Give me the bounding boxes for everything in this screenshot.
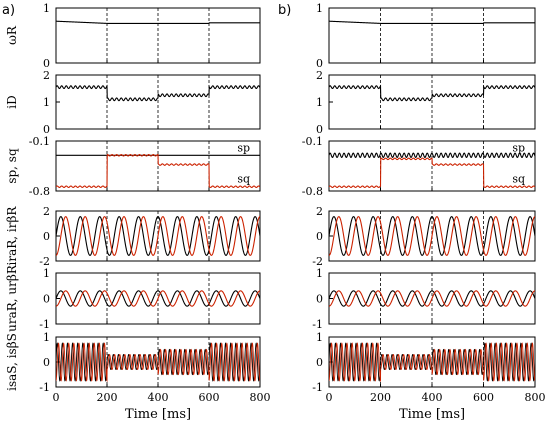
y-axis-label: isaS, isβS — [5, 333, 19, 391]
y-axis-label: ωR — [5, 25, 19, 45]
x-tick-label: 800 — [250, 391, 271, 404]
series-annotation-sp: sp — [512, 141, 525, 154]
y-tick-label: -0.1 — [29, 135, 50, 148]
x-tick-label: 200 — [370, 391, 391, 404]
y-tick-label: 2 — [43, 69, 50, 82]
series-annotation-sq: sq — [512, 173, 525, 186]
y-tick-label: 1 — [316, 267, 323, 280]
x-tick-label: 600 — [473, 391, 494, 404]
series-line-black — [329, 84, 535, 102]
y-tick-label: 1 — [43, 2, 50, 15]
y-tick-label: 0 — [316, 293, 323, 306]
y-tick-label: 2 — [316, 205, 323, 218]
y-tick-label: 0 — [316, 57, 323, 70]
y-tick-label: 2 — [316, 69, 323, 82]
y-tick-label: -1 — [39, 381, 50, 394]
y-axis-label: uraR, urβR — [5, 264, 19, 332]
x-tick-label: 800 — [525, 391, 546, 404]
x-tick-label: 200 — [97, 391, 118, 404]
y-tick-label: 1 — [43, 331, 50, 344]
series-line-red — [56, 290, 260, 307]
series-line-red — [56, 342, 260, 383]
y-tick-label: -0.8 — [29, 185, 50, 198]
y-tick-label: -2 — [312, 255, 323, 268]
y-tick-label: 1 — [316, 2, 323, 15]
y-axis-label: iraR, irβR — [5, 206, 19, 266]
y-tick-label: 1 — [316, 96, 323, 109]
x-axis-label-b: Time [ms] — [399, 407, 465, 422]
series-annotation-sp: sp — [237, 141, 250, 154]
subplot-a-0: 0 1 ωR — [5, 2, 261, 70]
series-line-black — [329, 290, 535, 307]
subplot-b-4: -1 0 1 — [312, 267, 536, 331]
y-tick-label: -2 — [39, 255, 50, 268]
series-line-red — [329, 216, 535, 256]
y-tick-label: -0.8 — [302, 185, 323, 198]
series-line-black — [56, 84, 260, 102]
subplot-b-0: 01 — [316, 2, 536, 70]
y-tick-label: 0 — [316, 230, 323, 243]
series-line-black — [56, 216, 260, 256]
subplot-b-1: 0 1 2 — [316, 69, 536, 136]
x-tick-label: 600 — [199, 391, 220, 404]
x-tick-label: 400 — [148, 391, 169, 404]
series-line-red — [329, 290, 535, 307]
y-tick-label: 1 — [43, 96, 50, 109]
series-line-sp — [329, 152, 535, 159]
series-line-black — [329, 20, 535, 24]
series-line-black — [329, 216, 535, 256]
x-tick-label: 400 — [422, 391, 443, 404]
subplot-a-3: -2 0 2 iraR, irβR — [5, 205, 261, 268]
y-tick-label: 0 — [43, 123, 50, 136]
y-tick-label: 0 — [316, 356, 323, 369]
series-line-sq — [329, 157, 535, 188]
series-line-red — [329, 342, 535, 383]
y-axis-label: sp, sq — [5, 148, 19, 184]
x-axis-label-a: Time [ms] — [125, 407, 191, 422]
y-axis-label: iD — [5, 95, 19, 108]
panel-label-a: a) — [2, 3, 15, 18]
y-tick-label: 0 — [316, 123, 323, 136]
y-tick-label: 0 — [43, 230, 50, 243]
y-tick-label: -1 — [312, 381, 323, 394]
y-tick-label: -1 — [312, 318, 323, 331]
subplot-a-1: 0 1 2 iD — [5, 69, 261, 136]
y-tick-label: -0.1 — [302, 135, 323, 148]
y-tick-label: 0 — [43, 356, 50, 369]
x-tick-label: 0 — [326, 391, 333, 404]
y-tick-label: 0 — [43, 293, 50, 306]
subplot-a-4: -1 0 1 uraR, urβR — [5, 264, 261, 332]
subplot-b-3: -2 0 2 — [312, 205, 536, 268]
series-line-black — [56, 20, 260, 24]
y-tick-label: 1 — [43, 267, 50, 280]
series-line-black — [56, 290, 260, 307]
x-tick-label: 0 — [53, 391, 60, 404]
series-line-sq — [56, 154, 260, 188]
subplot-a-2: -0.1 -0.8 sp, sq sp sq — [5, 135, 261, 198]
y-tick-label: -1 — [39, 318, 50, 331]
series-line-red — [56, 216, 260, 256]
panel-label-b: b) — [278, 3, 291, 18]
series-annotation-sq: sq — [237, 173, 250, 186]
subplot-b-2: -0.1 -0.8 sp sq — [302, 135, 536, 198]
y-tick-label: 2 — [43, 205, 50, 218]
y-tick-label: 1 — [316, 331, 323, 344]
y-tick-label: 0 — [43, 57, 50, 70]
